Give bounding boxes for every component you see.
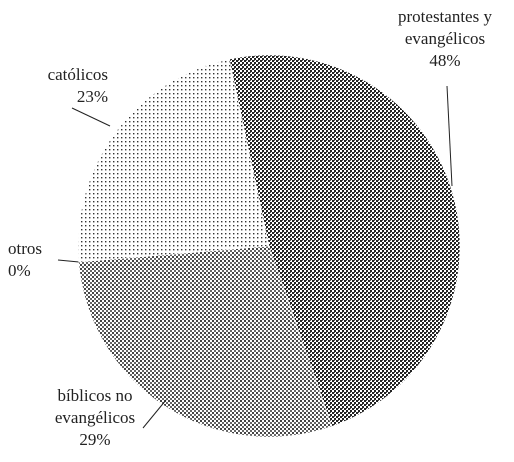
pie-slice	[77, 58, 270, 263]
percent-label: 48%	[429, 51, 461, 70]
leader-line	[446, 85, 453, 187]
category-name: católicos	[47, 65, 108, 84]
slice-label: protestantes y evangélicos 48%	[380, 6, 510, 72]
leader-line	[57, 259, 80, 263]
pie-slice	[78, 245, 333, 438]
percent-label: 0%	[8, 261, 31, 280]
percent-label: 29%	[79, 430, 111, 449]
leader-line	[142, 399, 167, 429]
leader-line	[71, 107, 111, 127]
slice-label: católicos 23%	[0, 64, 108, 108]
slice-label: bíblicos no evangélicos 29%	[30, 385, 160, 451]
slice-label: otros 0%	[8, 238, 68, 282]
category-name: protestantes y evangélicos	[398, 7, 492, 48]
category-name: bíblicos no evangélicos	[54, 386, 136, 427]
percent-label: 23%	[76, 87, 108, 106]
category-name: otros	[8, 239, 42, 258]
pie-slice	[228, 54, 461, 427]
